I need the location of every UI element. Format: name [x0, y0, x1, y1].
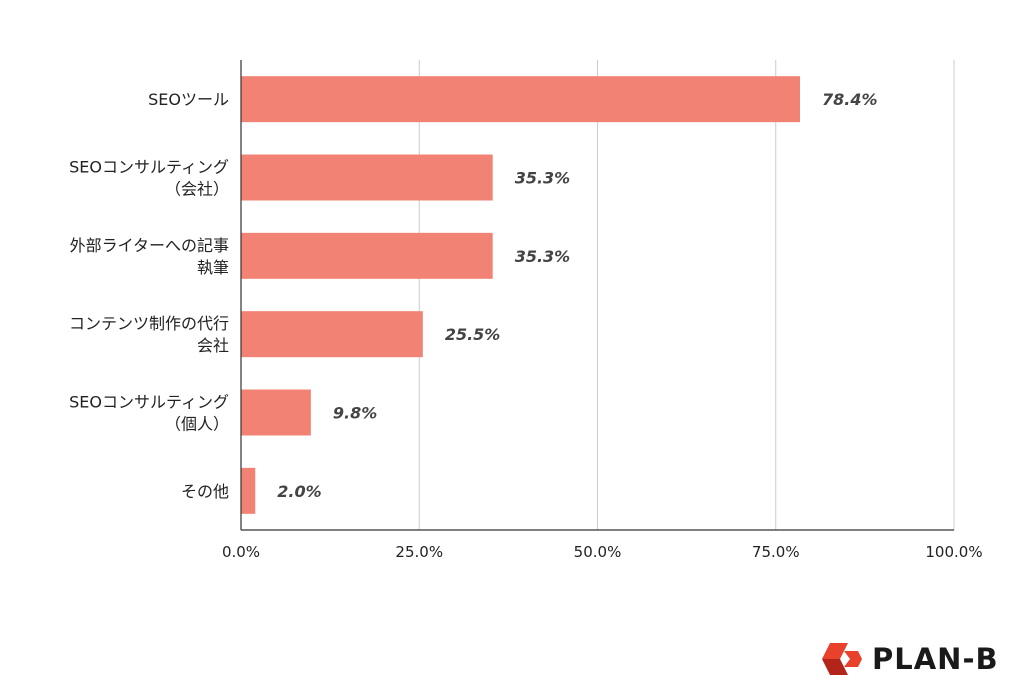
bar-series: [241, 76, 800, 514]
category-label: その他: [181, 482, 229, 501]
x-axis-ticks: 0.0% 25.0% 50.0% 75.0% 100.0%: [222, 543, 983, 561]
data-label: 9.8%: [333, 404, 377, 423]
x-tick-label: 50.0%: [574, 543, 622, 561]
bar: [241, 232, 493, 279]
x-tick-label: 75.0%: [752, 543, 800, 561]
x-tick-label: 0.0%: [222, 543, 260, 561]
plan-b-logo-icon: [822, 643, 862, 675]
x-tick-label: 25.0%: [395, 543, 443, 561]
category-label: コンテンツ制作の代行: [69, 314, 229, 333]
category-label: 会社: [197, 336, 229, 355]
category-label: （会社）: [165, 180, 229, 199]
bar: [241, 311, 423, 358]
bar: [241, 154, 493, 201]
category-label: SEOコンサルティング: [69, 393, 229, 412]
data-label: 2.0%: [277, 482, 321, 501]
x-tick-label: 100.0%: [925, 543, 982, 561]
brand-logo: PLAN-B: [820, 636, 999, 682]
gridlines: [418, 60, 955, 530]
bar: [241, 467, 256, 514]
bar: [241, 76, 800, 123]
category-labels: SEOツール SEOコンサルティング （会社） 外部ライターへの記事執筆コンテンツ制作…: [69, 90, 229, 501]
category-label: 執筆: [197, 258, 229, 277]
bar: [241, 389, 311, 436]
category-label: （個人）: [165, 415, 229, 434]
category-label: 外部ライターへの記事: [70, 236, 229, 255]
data-label: 25.5%: [445, 325, 501, 344]
category-label: SEOコンサルティング: [69, 158, 229, 177]
category-label: SEOツール: [148, 90, 229, 109]
bar-chart: SEOツール SEOコンサルティング （会社） 外部ライターへの記事執筆コンテンツ制作…: [69, 60, 983, 561]
data-label: 35.3%: [515, 247, 571, 266]
brand-name: PLAN-B: [872, 642, 999, 676]
data-label: 78.4%: [822, 90, 878, 109]
data-label: 35.3%: [515, 169, 571, 188]
data-labels: 78.4% 35.3% 35.3% 25.5% 9.8% 2.0%: [277, 90, 877, 501]
